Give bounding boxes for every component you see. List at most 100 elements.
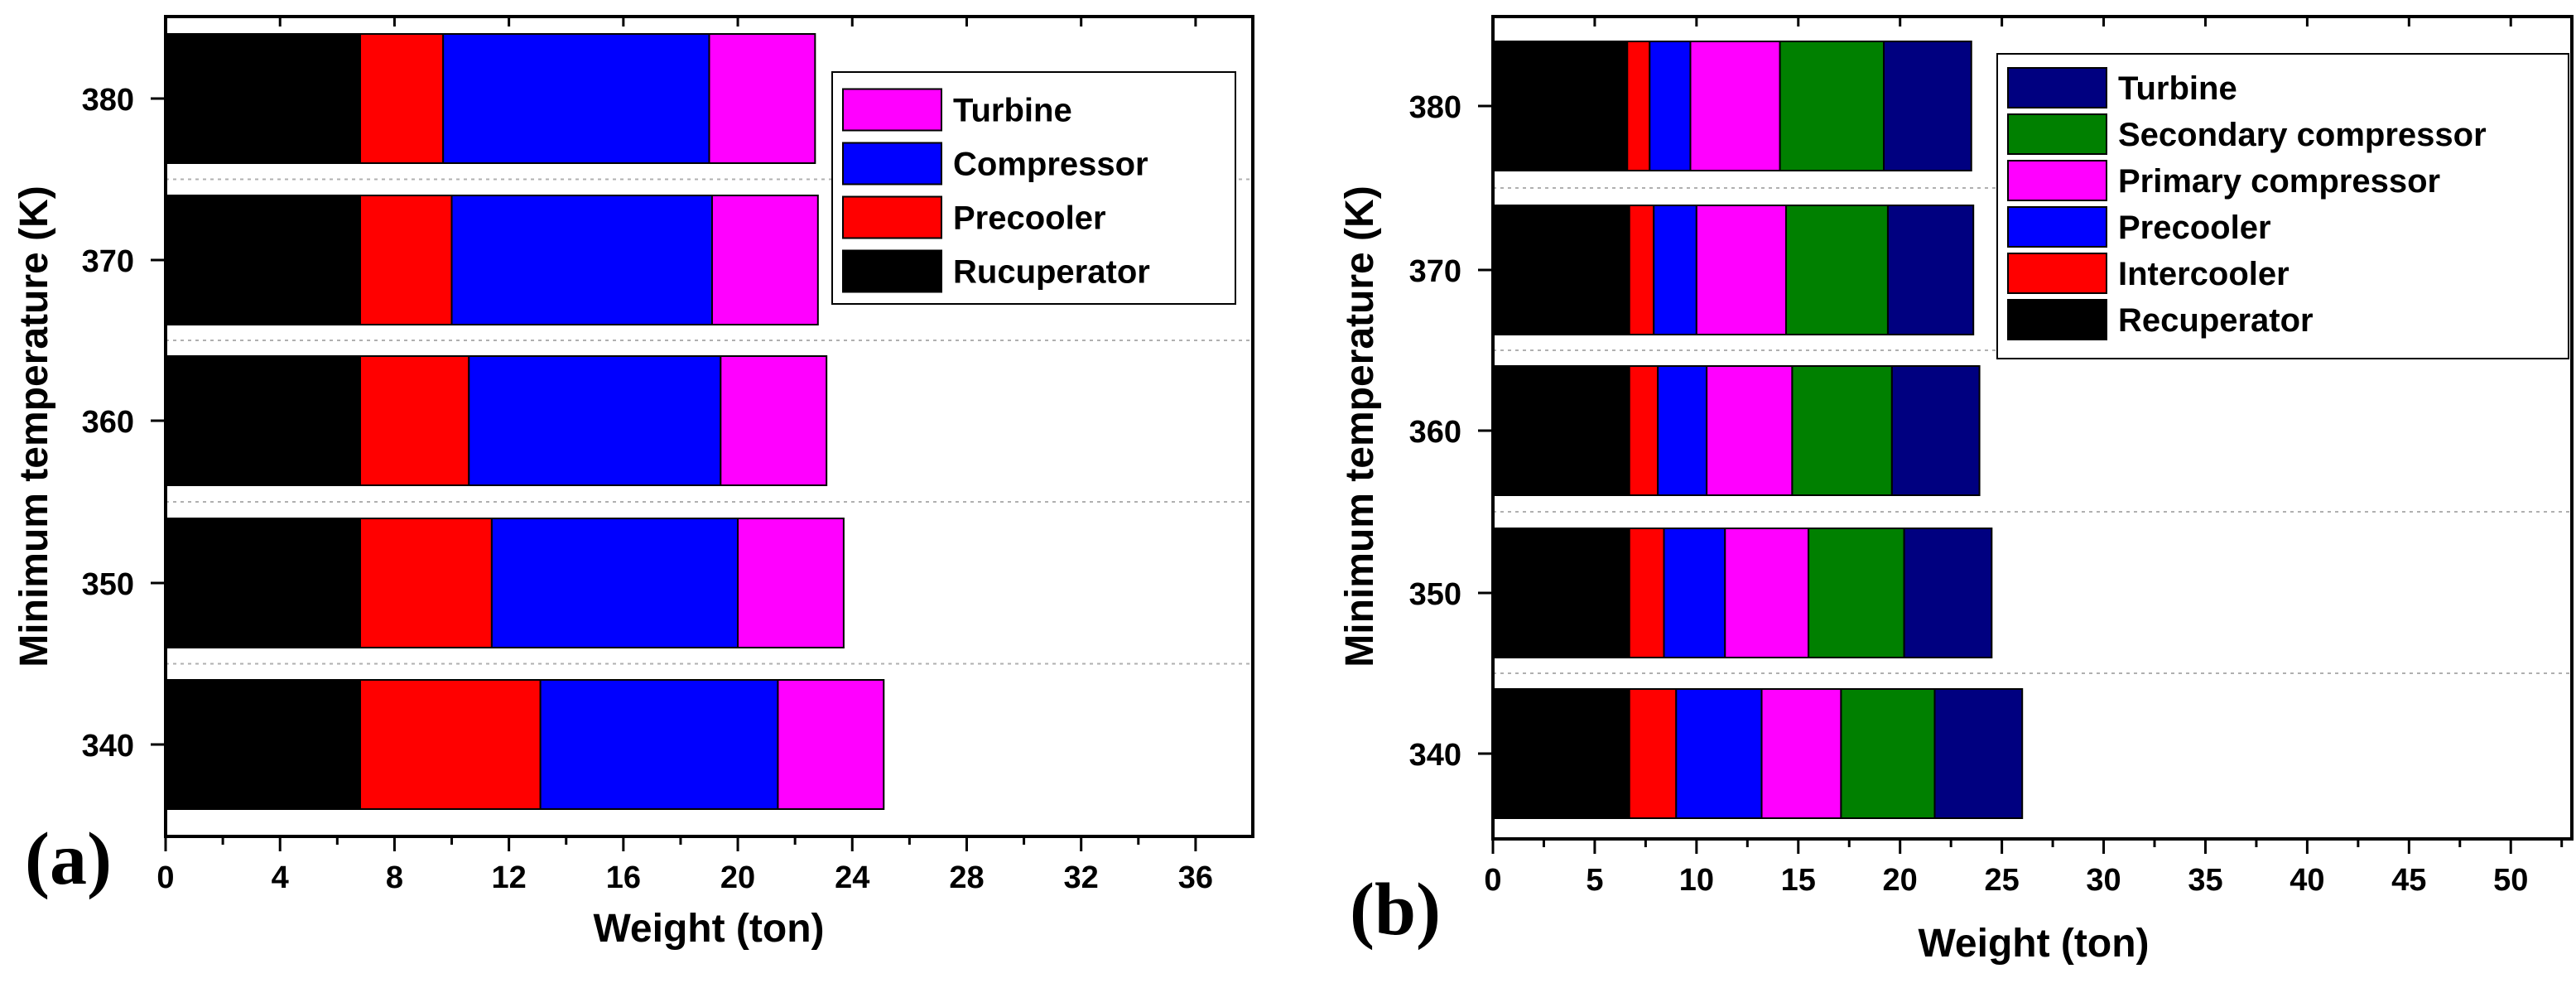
bar-segment-primary-compressor-360 — [1706, 365, 1794, 496]
x-tick-label-15: 15 — [1781, 863, 1816, 898]
panel-label: (b) — [1350, 869, 1441, 951]
bar-segment-secondary-compressor-350 — [1808, 528, 1905, 658]
x-tick-label-35: 35 — [2188, 863, 2222, 898]
x-tick-label-0: 0 — [156, 860, 174, 895]
legend-label-precooler: Precooler — [953, 200, 1106, 237]
legend-swatch-rucuperator — [842, 249, 942, 293]
x-tick-label-50: 50 — [2493, 863, 2528, 898]
y-tick-label-360: 360 — [82, 405, 134, 440]
x-tick-label-20: 20 — [1883, 863, 1918, 898]
y-tick-label-380: 380 — [82, 83, 134, 118]
bar-segment-rucuperator-370 — [165, 195, 361, 325]
bar-segment-compressor-370 — [450, 195, 713, 325]
legend-label-secondary-compressor: Secondary compressor — [2118, 117, 2487, 153]
bar-segment-compressor-340 — [539, 679, 779, 810]
bar-segment-recuperator-380 — [1492, 41, 1629, 171]
bar-segment-secondary-compressor-360 — [1791, 365, 1893, 496]
bar-segment-rucuperator-350 — [165, 518, 361, 648]
x-tick-label-12: 12 — [491, 860, 526, 895]
bar-segment-turbine-350 — [737, 518, 845, 648]
bar-segment-primary-compressor-380 — [1689, 41, 1781, 171]
x-tick-label-24: 24 — [835, 860, 869, 895]
legend-label-compressor: Compressor — [953, 147, 1148, 183]
bar-segment-rucuperator-380 — [165, 33, 361, 164]
bar-segment-rucuperator-340 — [165, 679, 361, 810]
bar-segment-turbine-370 — [710, 195, 819, 325]
bar-segment-recuperator-340 — [1492, 688, 1630, 819]
bar-segment-precooler-360 — [359, 355, 470, 486]
y-tick-label-340: 340 — [82, 729, 134, 764]
x-tick-label-8: 8 — [386, 860, 403, 895]
bar-segment-primary-compressor-370 — [1695, 205, 1788, 335]
panel-label: (a) — [25, 818, 112, 900]
legend: Turbine Compressor Precooler Rucuperator — [831, 71, 1236, 305]
bar-segment-intercooler-370 — [1628, 205, 1655, 335]
x-axis-title: Weight (ton) — [593, 907, 824, 951]
bar-segment-turbine-380 — [708, 33, 816, 164]
legend: Turbine Secondary compressor Primary compr… — [1996, 53, 2569, 359]
x-tick-label-4: 4 — [272, 860, 289, 895]
bar-segment-turbine-370 — [1886, 205, 1975, 335]
x-tick-label-25: 25 — [1984, 863, 2019, 898]
bar-segment-precooler-360 — [1657, 365, 1708, 496]
bar-segment-secondary-compressor-370 — [1785, 205, 1889, 335]
bar-segment-turbine-360 — [720, 355, 828, 486]
chart-panel-b: 340 350 360 370 380 0 5 10 15 20 25 30 35 40 45 50 Weigh… — [1338, 15, 2574, 966]
bar-segment-intercooler-360 — [1628, 365, 1659, 496]
y-tick-label-360: 360 — [1409, 415, 1461, 450]
bar-segment-secondary-compressor-340 — [1840, 688, 1936, 819]
legend-label-turbine: Turbine — [2118, 70, 2237, 107]
bar-segment-precooler-380 — [1649, 41, 1692, 171]
bar-segment-precooler-340 — [1675, 688, 1763, 819]
bar-segment-precooler-370 — [1653, 205, 1697, 335]
bar-segment-rucuperator-360 — [165, 355, 361, 486]
legend-label-turbine: Turbine — [953, 93, 1072, 129]
x-tick-label-16: 16 — [606, 860, 641, 895]
x-tick-label-45: 45 — [2391, 863, 2426, 898]
x-tick-label-30: 30 — [2086, 863, 2121, 898]
bar-segment-recuperator-370 — [1492, 205, 1630, 335]
y-tick-label-370: 370 — [82, 244, 134, 279]
x-tick-label-10: 10 — [1679, 863, 1714, 898]
y-axis-title: Minimum temperature (K) — [12, 186, 56, 667]
y-tick-label-350: 350 — [1409, 577, 1461, 612]
bar-segment-turbine-350 — [1903, 528, 1993, 658]
legend-swatch-turbine — [2007, 67, 2107, 108]
legend-label-precooler: Precooler — [2118, 210, 2271, 246]
bar-segment-compressor-380 — [442, 33, 710, 164]
legend-label-rucuperator: Rucuperator — [953, 254, 1150, 291]
bar-segment-intercooler-340 — [1628, 688, 1678, 819]
x-tick-label-36: 36 — [1178, 860, 1213, 895]
legend-swatch-recuperator — [2007, 299, 2107, 340]
bar-segment-turbine-380 — [1883, 41, 1972, 171]
bar-segment-turbine-340 — [777, 679, 885, 810]
bar-segment-precooler-380 — [359, 33, 445, 164]
legend-swatch-precooler — [842, 195, 942, 239]
bar-segment-turbine-340 — [1933, 688, 2024, 819]
y-tick-label-380: 380 — [1409, 90, 1461, 125]
bar-segment-secondary-compressor-380 — [1779, 41, 1885, 171]
x-tick-label-20: 20 — [720, 860, 755, 895]
plot-frame — [164, 15, 1254, 838]
bar-segment-turbine-360 — [1890, 365, 1981, 496]
legend-label-primary-compressor: Primary compressor — [2118, 163, 2440, 200]
bar-segment-intercooler-350 — [1628, 528, 1665, 658]
bar-segment-recuperator-360 — [1492, 365, 1630, 496]
y-tick-label-350: 350 — [82, 567, 134, 602]
y-axis-title: Minimum temperature (K) — [1338, 186, 1382, 667]
legend-label-intercooler: Intercooler — [2118, 256, 2290, 292]
chart-panel-a: 340 350 360 370 380 0 4 8 12 16 20 24 28 32 36 Weight (… — [12, 15, 1254, 951]
legend-swatch-turbine — [842, 88, 942, 132]
bar-segment-precooler-350 — [359, 518, 493, 648]
legend-swatch-compressor — [842, 142, 942, 186]
plot-frame — [1491, 15, 2574, 841]
bar-segment-precooler-350 — [1663, 528, 1726, 658]
legend-label-recuperator: Recuperator — [2118, 302, 2314, 339]
bar-segment-primary-compressor-340 — [1760, 688, 1842, 819]
x-tick-label-5: 5 — [1586, 863, 1603, 898]
x-tick-label-0: 0 — [1484, 863, 1501, 898]
bar-segment-recuperator-350 — [1492, 528, 1630, 658]
bar-segment-precooler-340 — [359, 679, 542, 810]
x-axis-title: Weight (ton) — [1918, 922, 2149, 966]
